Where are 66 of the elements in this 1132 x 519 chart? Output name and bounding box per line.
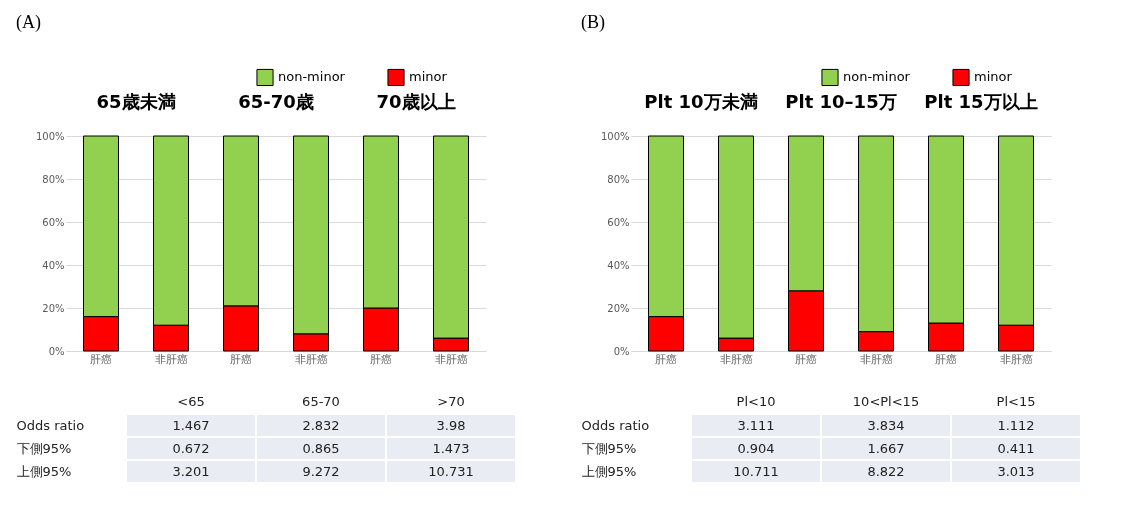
y-tick-label: 100% bbox=[600, 130, 630, 142]
x-tick-label: 10<Pl<15 bbox=[852, 393, 920, 409]
data-label: 9.272 bbox=[302, 463, 340, 479]
y-tick-label: 80% bbox=[42, 173, 65, 185]
y-tick-label: Odds ratio bbox=[581, 417, 650, 433]
x-tick-label: 肝癌 bbox=[655, 352, 677, 366]
y-tick-label: 上側95% bbox=[16, 463, 72, 479]
text: Plt 10万未満 bbox=[644, 91, 758, 112]
y-tick-label: 20% bbox=[42, 302, 65, 314]
data-label: 1.473 bbox=[432, 440, 470, 456]
chart-title: (A) bbox=[16, 12, 41, 33]
y-tick-label: 80% bbox=[607, 173, 630, 185]
data-label: 2.832 bbox=[302, 417, 340, 433]
x-tick-label: 65-70 bbox=[302, 393, 340, 409]
data-label: 1.467 bbox=[172, 417, 210, 433]
x-tick-label: 非肝癌 bbox=[859, 352, 893, 366]
y-tick-label: 40% bbox=[607, 259, 630, 271]
x-tick-label: 肝癌 bbox=[370, 352, 392, 366]
data-label: 3.98 bbox=[436, 417, 466, 433]
y-tick-label: 40% bbox=[42, 259, 65, 271]
x-tick-label: Pl<15 bbox=[996, 393, 1036, 409]
y-tick-label: 下側95% bbox=[581, 440, 637, 456]
x-tick-label: 非肝癌 bbox=[294, 352, 328, 366]
legend-label: non-minor bbox=[843, 69, 911, 85]
x-tick-label: 非肝癌 bbox=[154, 352, 188, 366]
y-tick-label: 下側95% bbox=[16, 440, 72, 456]
data-label: 1.112 bbox=[997, 417, 1035, 433]
text: Plt 10–15万 bbox=[785, 91, 897, 112]
text: 70歳以上 bbox=[376, 91, 456, 112]
text: 65-70歳 bbox=[238, 91, 314, 112]
data-label: 8.822 bbox=[867, 463, 905, 479]
data-label: 0.904 bbox=[737, 440, 775, 456]
data-label: 10.711 bbox=[733, 463, 779, 479]
x-tick-label: >70 bbox=[437, 393, 465, 409]
data-label: 3.834 bbox=[867, 417, 905, 433]
legend-label: non-minor bbox=[278, 69, 346, 85]
y-tick-label: 100% bbox=[35, 130, 65, 142]
data-label: 0.865 bbox=[302, 440, 340, 456]
legend-label: minor bbox=[409, 69, 448, 85]
chart-title: (B) bbox=[581, 12, 605, 33]
y-tick-label: 60% bbox=[607, 216, 630, 228]
x-tick-label: 肝癌 bbox=[795, 352, 817, 366]
y-tick-label: Odds ratio bbox=[16, 417, 85, 433]
y-tick-label: 20% bbox=[607, 302, 630, 314]
x-tick-label: Pl<10 bbox=[736, 393, 776, 409]
x-tick-label: 肝癌 bbox=[935, 352, 957, 366]
x-tick-label: 非肝癌 bbox=[434, 352, 468, 366]
y-tick-label: 0% bbox=[613, 345, 630, 357]
text: Plt 15万以上 bbox=[924, 91, 1038, 112]
x-tick-label: 非肝癌 bbox=[719, 352, 753, 366]
text: 65歳未満 bbox=[96, 91, 176, 112]
legend-label: minor bbox=[974, 69, 1013, 85]
x-tick-label: <65 bbox=[177, 393, 205, 409]
data-label: 0.411 bbox=[997, 440, 1035, 456]
data-label: 10.731 bbox=[428, 463, 474, 479]
data-label: 3.201 bbox=[172, 463, 210, 479]
data-label: 3.111 bbox=[737, 417, 775, 433]
data-label: 3.013 bbox=[997, 463, 1035, 479]
y-tick-label: 60% bbox=[42, 216, 65, 228]
y-tick-label: 上側95% bbox=[581, 463, 637, 479]
data-label: 1.667 bbox=[867, 440, 905, 456]
x-tick-label: 非肝癌 bbox=[999, 352, 1033, 366]
data-label: 0.672 bbox=[172, 440, 210, 456]
y-tick-label: 0% bbox=[48, 345, 65, 357]
x-tick-label: 肝癌 bbox=[90, 352, 112, 366]
x-tick-label: 肝癌 bbox=[230, 352, 252, 366]
